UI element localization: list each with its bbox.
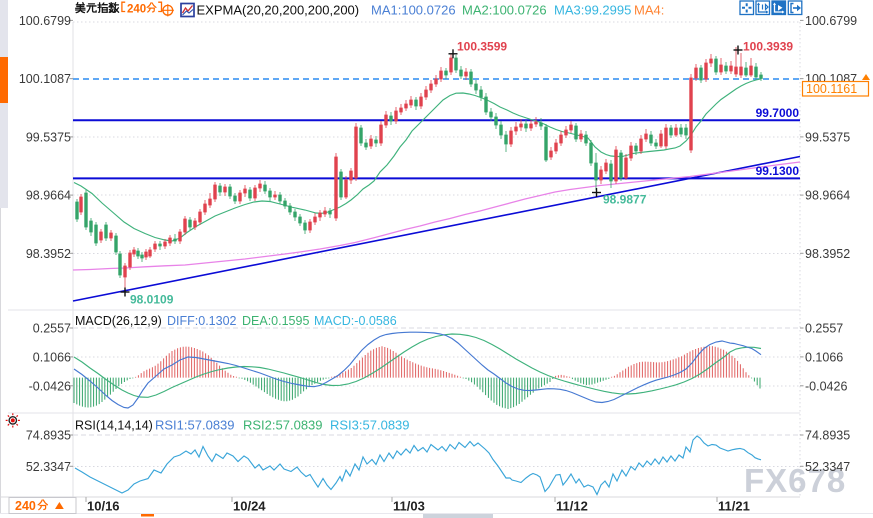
svg-text:98.0109: 98.0109 — [130, 293, 174, 307]
svg-text:99.5375: 99.5375 — [805, 130, 850, 144]
svg-text:10/16: 10/16 — [87, 499, 120, 514]
svg-text:0.1066: 0.1066 — [805, 350, 843, 364]
svg-text:52.3347: 52.3347 — [805, 460, 850, 474]
svg-text:11/12: 11/12 — [556, 499, 588, 514]
svg-text:99.1300: 99.1300 — [756, 164, 800, 178]
svg-text:11/21: 11/21 — [718, 499, 750, 514]
svg-text:0.2557: 0.2557 — [33, 322, 71, 336]
svg-text:FX678: FX678 — [744, 462, 846, 499]
svg-text:98.9664: 98.9664 — [805, 189, 850, 203]
svg-text:MA1:100.0726: MA1:100.0726 — [371, 3, 456, 18]
svg-text:EXPMA(20,20,200,200,200): EXPMA(20,20,200,200,200) — [197, 3, 360, 18]
svg-text:DIFF:0.1302: DIFF:0.1302 — [167, 314, 237, 328]
svg-text:DEA:0.1595: DEA:0.1595 — [242, 314, 309, 328]
svg-text:RSI(14,14,14): RSI(14,14,14) — [75, 419, 153, 433]
svg-text:100.3599: 100.3599 — [457, 40, 507, 54]
svg-text:RSI1:57.0839: RSI1:57.0839 — [155, 418, 235, 433]
svg-text:52.3347: 52.3347 — [26, 460, 71, 474]
svg-text:240: 240 — [127, 4, 146, 16]
svg-text:-0.0426: -0.0426 — [805, 379, 847, 393]
svg-text:98.3952: 98.3952 — [805, 247, 850, 261]
svg-text:100.1087: 100.1087 — [19, 72, 71, 86]
svg-text:100.1161: 100.1161 — [806, 82, 857, 96]
svg-text:0.2557: 0.2557 — [805, 322, 843, 336]
svg-text:10/24: 10/24 — [233, 499, 266, 514]
svg-text:100.3939: 100.3939 — [743, 40, 793, 54]
svg-text:MACD:-0.0586: MACD:-0.0586 — [314, 314, 397, 328]
svg-text:RSI3:57.0839: RSI3:57.0839 — [330, 418, 410, 433]
svg-text:240: 240 — [15, 499, 36, 513]
svg-text:98.9664: 98.9664 — [26, 189, 71, 203]
svg-text:98.3952: 98.3952 — [26, 247, 71, 261]
svg-text:100.6799: 100.6799 — [805, 14, 857, 28]
svg-text:RSI2:57.0839: RSI2:57.0839 — [243, 418, 323, 433]
svg-text:MA2:100.0726: MA2:100.0726 — [462, 3, 547, 18]
svg-text:74.8935: 74.8935 — [805, 429, 850, 443]
svg-text:99.7000: 99.7000 — [756, 106, 800, 120]
svg-text:100.6799: 100.6799 — [19, 14, 71, 28]
svg-text:MACD(26,12,9): MACD(26,12,9) — [75, 314, 162, 328]
svg-text:MA4:: MA4: — [634, 3, 664, 18]
svg-text:74.8935: 74.8935 — [26, 429, 71, 443]
svg-text:11/03: 11/03 — [393, 499, 425, 514]
svg-text:99.5375: 99.5375 — [26, 130, 71, 144]
svg-text:MA3:99.2995: MA3:99.2995 — [554, 3, 631, 18]
svg-text:0.1066: 0.1066 — [33, 350, 71, 364]
svg-text:98.9877: 98.9877 — [603, 193, 647, 207]
svg-text:-0.0426: -0.0426 — [29, 379, 71, 393]
